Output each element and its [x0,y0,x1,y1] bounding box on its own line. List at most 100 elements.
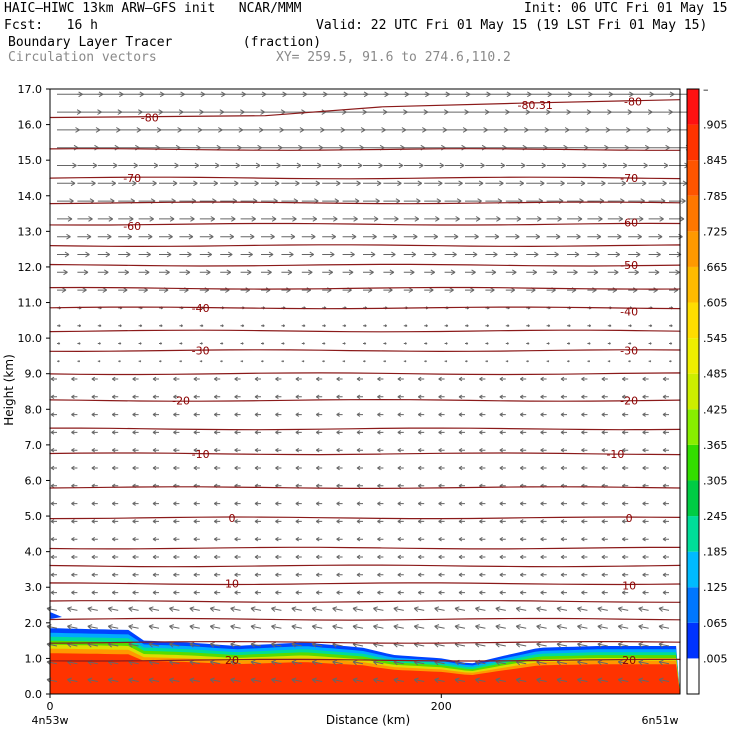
vector-613 [546,342,550,345]
vector-5 [148,677,160,684]
vector-537 [254,376,261,382]
vector-626 [179,324,183,328]
vector-129 [148,606,160,612]
isotherm-0 [49,658,681,662]
vector-587 [648,360,652,363]
vector-429 [581,447,588,453]
y-tick-label-0: 0.0 [25,688,43,701]
vector-269 [479,536,486,542]
vector-246 [642,554,649,560]
vector-922 [526,162,547,169]
vector-330 [458,501,465,506]
vector-271 [519,536,527,542]
isotherm-9 [49,452,681,456]
vector-520 [540,394,547,400]
vector-221 [132,554,139,560]
vector-103 [250,624,262,630]
x-endpoint-right: 6n51w [642,714,679,727]
vector-647 [607,324,612,328]
vector-568 [261,360,264,363]
vector-109 [373,624,384,630]
vector-436 [91,430,98,435]
vector-113 [454,624,466,630]
vector-204 [417,572,425,578]
contour-label-8-1: -60 [620,216,638,229]
vector-389 [397,465,404,471]
vector-787 [301,233,316,240]
vector-701 [444,287,454,293]
colorbar-frame [686,88,700,695]
vector-735 [505,269,517,276]
vector-746 [97,251,111,258]
vector-409 [173,447,180,453]
vector-634 [342,324,347,328]
vector-208 [499,572,506,578]
vector-379 [193,465,200,471]
vector-223 [173,554,180,560]
vector-550 [519,376,527,382]
plot-frame [49,88,681,695]
vector-596 [199,342,203,345]
vector-332 [499,501,506,506]
x-tick-label-0: 0 [47,700,54,713]
vector-771 [607,251,621,258]
vector-325 [356,501,363,506]
vector-500 [132,394,139,400]
vector-745 [77,251,90,258]
vector-820 [342,216,358,222]
vector-250 [91,536,98,542]
colorbar-tick-7: .545 [703,332,728,345]
vector-616 [607,342,611,345]
vector-559 [77,360,81,363]
vector-959 [648,144,670,151]
vector-818 [301,216,318,222]
vector-601 [301,342,305,345]
vector-721 [220,269,232,276]
vector-743 [669,269,680,276]
vector-529 [91,376,98,382]
vector-328 [417,501,425,506]
vector-440 [173,430,180,435]
vector-301 [499,519,506,524]
vector-149 [556,606,568,612]
vector-600 [281,342,285,345]
vector-822 [383,216,399,222]
vector-213 [601,572,608,578]
vector-426 [519,447,527,453]
vector-556 [642,376,649,382]
vector-835 [648,216,664,222]
vector-267 [438,536,445,542]
isotherm-8 [49,486,681,489]
vector-800 [567,233,581,240]
vector-807 [77,216,93,222]
vector-541 [336,376,343,382]
vector-176 [479,590,486,595]
x-tick-label-1: 200 [431,700,452,713]
vector-43 [291,659,302,666]
vector-432 [642,447,649,453]
vector-414 [275,447,282,453]
vector-133 [230,606,241,612]
vector-71 [230,641,241,648]
vector-175 [458,590,465,595]
vector-918 [444,162,465,169]
vector-565 [199,360,203,363]
vector-164 [234,590,241,595]
vector-493 [621,412,629,417]
vector-257 [234,536,241,542]
vector-814 [220,216,236,222]
vector-862 [567,198,584,204]
contour-label-0-1: 20 [622,654,636,667]
vector-437 [111,430,119,435]
vector-200 [336,572,343,578]
vector-258 [254,536,261,542]
vector-738 [567,269,578,276]
vector-543 [377,376,384,382]
vector-752 [220,251,233,258]
vector-320 [254,501,261,506]
vector-618 [648,342,652,345]
contour-label-3-1: -10 [606,448,624,461]
vector-224 [193,554,200,560]
vector-316 [173,501,180,506]
vector-893 [567,180,586,187]
